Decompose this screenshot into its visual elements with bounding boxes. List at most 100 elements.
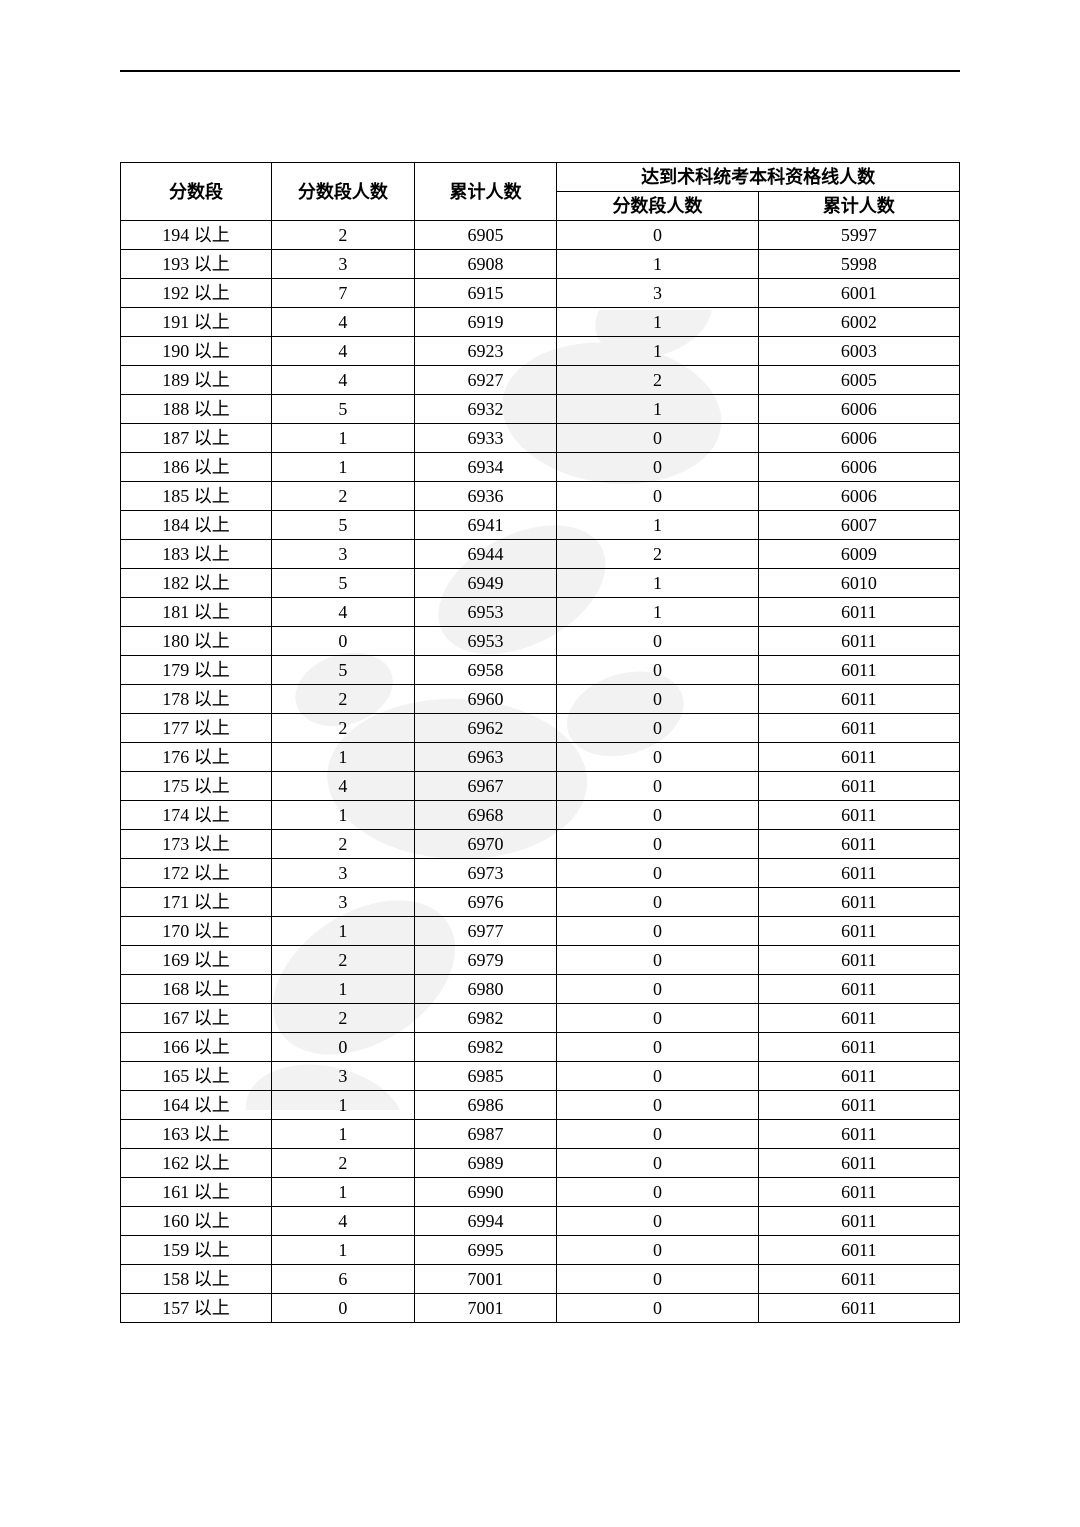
cell-count: 2 [272,685,415,714]
table-row: 180 以上0695306011 [121,627,960,656]
cell-count: 4 [272,366,415,395]
cell-qcum: 6003 [758,337,959,366]
cell-count: 1 [272,1178,415,1207]
table-row: 188 以上5693216006 [121,395,960,424]
cell-count: 1 [272,1236,415,1265]
cell-cumulative: 6905 [414,221,557,250]
cell-cumulative: 6987 [414,1120,557,1149]
table-row: 170 以上1697706011 [121,917,960,946]
table-row: 192 以上7691536001 [121,279,960,308]
cell-count: 1 [272,1120,415,1149]
cell-cumulative: 6968 [414,801,557,830]
table-row: 186 以上1693406006 [121,453,960,482]
cell-score: 175 以上 [121,772,272,801]
cell-qcount: 1 [557,337,758,366]
cell-qcount: 0 [557,1033,758,1062]
cell-score: 177 以上 [121,714,272,743]
cell-count: 4 [272,308,415,337]
table-row: 182 以上5694916010 [121,569,960,598]
header-qualified-cumulative: 累计人数 [758,192,959,221]
cell-qcum: 6011 [758,801,959,830]
cell-cumulative: 6962 [414,714,557,743]
cell-score: 166 以上 [121,1033,272,1062]
table-row: 171 以上3697606011 [121,888,960,917]
cell-qcount: 0 [557,801,758,830]
cell-count: 6 [272,1265,415,1294]
cell-score: 186 以上 [121,453,272,482]
cell-qcount: 0 [557,627,758,656]
table-row: 183 以上3694426009 [121,540,960,569]
cell-cumulative: 7001 [414,1265,557,1294]
cell-score: 161 以上 [121,1178,272,1207]
cell-count: 4 [272,1207,415,1236]
cell-qcount: 0 [557,424,758,453]
cell-count: 1 [272,1091,415,1120]
cell-qcum: 6011 [758,1091,959,1120]
cell-score: 190 以上 [121,337,272,366]
table-row: 173 以上2697006011 [121,830,960,859]
table-row: 190 以上4692316003 [121,337,960,366]
cell-cumulative: 6923 [414,337,557,366]
cell-score: 163 以上 [121,1120,272,1149]
table-row: 165 以上3698506011 [121,1062,960,1091]
cell-qcount: 0 [557,975,758,1004]
cell-score: 184 以上 [121,511,272,540]
cell-count: 5 [272,569,415,598]
cell-qcum: 6007 [758,511,959,540]
table-row: 163 以上1698706011 [121,1120,960,1149]
cell-score: 157 以上 [121,1294,272,1323]
cell-cumulative: 6979 [414,946,557,975]
cell-count: 4 [272,772,415,801]
cell-cumulative: 7001 [414,1294,557,1323]
cell-qcount: 0 [557,946,758,975]
cell-qcount: 0 [557,1265,758,1294]
cell-cumulative: 6927 [414,366,557,395]
cell-qcum: 5997 [758,221,959,250]
cell-score: 170 以上 [121,917,272,946]
cell-cumulative: 6936 [414,482,557,511]
cell-count: 4 [272,598,415,627]
table-row: 193 以上3690815998 [121,250,960,279]
cell-qcum: 6005 [758,366,959,395]
cell-cumulative: 6941 [414,511,557,540]
table-row: 166 以上0698206011 [121,1033,960,1062]
table-row: 160 以上4699406011 [121,1207,960,1236]
cell-qcount: 0 [557,1178,758,1207]
table-row: 162 以上2698906011 [121,1149,960,1178]
cell-cumulative: 6986 [414,1091,557,1120]
cell-cumulative: 6990 [414,1178,557,1207]
cell-qcum: 6011 [758,772,959,801]
cell-score: 176 以上 [121,743,272,772]
cell-qcum: 6011 [758,598,959,627]
cell-qcount: 0 [557,830,758,859]
cell-cumulative: 6958 [414,656,557,685]
cell-qcum: 6011 [758,888,959,917]
cell-score: 188 以上 [121,395,272,424]
table-row: 185 以上2693606006 [121,482,960,511]
cell-count: 5 [272,511,415,540]
cell-score: 178 以上 [121,685,272,714]
table-row: 158 以上6700106011 [121,1265,960,1294]
cell-cumulative: 6985 [414,1062,557,1091]
cell-cumulative: 6953 [414,627,557,656]
table-row: 161 以上1699006011 [121,1178,960,1207]
cell-score: 168 以上 [121,975,272,1004]
cell-cumulative: 6919 [414,308,557,337]
table-row: 168 以上1698006011 [121,975,960,1004]
cell-count: 3 [272,250,415,279]
cell-qcum: 6011 [758,1149,959,1178]
cell-count: 1 [272,801,415,830]
header-qualified-group: 达到术科统考本科资格线人数 [557,163,960,192]
cell-count: 1 [272,424,415,453]
cell-qcount: 2 [557,540,758,569]
cell-cumulative: 6933 [414,424,557,453]
cell-qcum: 6011 [758,743,959,772]
cell-score: 187 以上 [121,424,272,453]
cell-qcount: 0 [557,1294,758,1323]
cell-qcount: 0 [557,221,758,250]
cell-cumulative: 6934 [414,453,557,482]
cell-qcum: 6011 [758,946,959,975]
cell-score: 182 以上 [121,569,272,598]
cell-qcum: 6011 [758,1004,959,1033]
header-score-range: 分数段 [121,163,272,221]
